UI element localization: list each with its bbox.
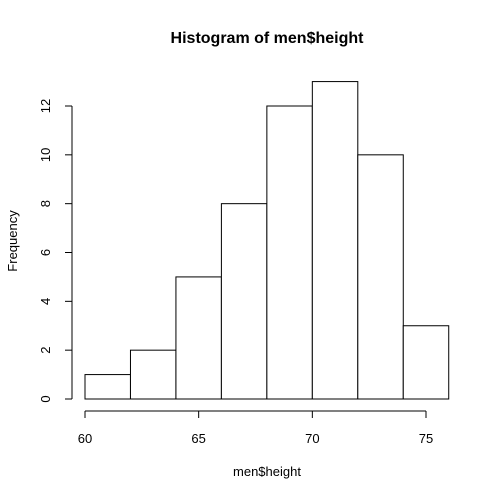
histogram-bar-0 bbox=[84, 374, 131, 400]
y-axis: 0 2 4 6 8 10 12 bbox=[38, 99, 73, 403]
x-axis: 60 65 70 75 bbox=[78, 410, 433, 446]
histogram-bar-5 bbox=[311, 81, 359, 400]
y-tick-label-10: 10 bbox=[38, 148, 53, 162]
x-tick-label-70: 70 bbox=[305, 431, 319, 446]
histogram-bar-1 bbox=[129, 349, 177, 400]
x-tick-label-60: 60 bbox=[78, 431, 92, 446]
x-tick-label-75: 75 bbox=[419, 431, 433, 446]
histogram-bar-7 bbox=[402, 325, 450, 400]
y-tick-label-0: 0 bbox=[38, 395, 53, 402]
x-axis-label: men$height bbox=[233, 464, 301, 479]
y-tick-label-2: 2 bbox=[38, 347, 53, 354]
y-tick-label-6: 6 bbox=[38, 249, 53, 256]
y-tick-label-4: 4 bbox=[38, 298, 53, 305]
y-tick-label-12: 12 bbox=[38, 99, 53, 113]
chart-title: Histogram of men$height bbox=[171, 30, 365, 47]
x-tick-label-65: 65 bbox=[191, 431, 205, 446]
histogram-bar-3 bbox=[220, 203, 268, 400]
histogram-bar-2 bbox=[175, 276, 222, 400]
y-axis-label: Frequency bbox=[5, 210, 20, 272]
histogram-bar-6 bbox=[357, 154, 404, 400]
bars-group bbox=[84, 81, 450, 400]
histogram-bar-4 bbox=[266, 105, 313, 400]
y-tick-label-8: 8 bbox=[38, 200, 53, 207]
